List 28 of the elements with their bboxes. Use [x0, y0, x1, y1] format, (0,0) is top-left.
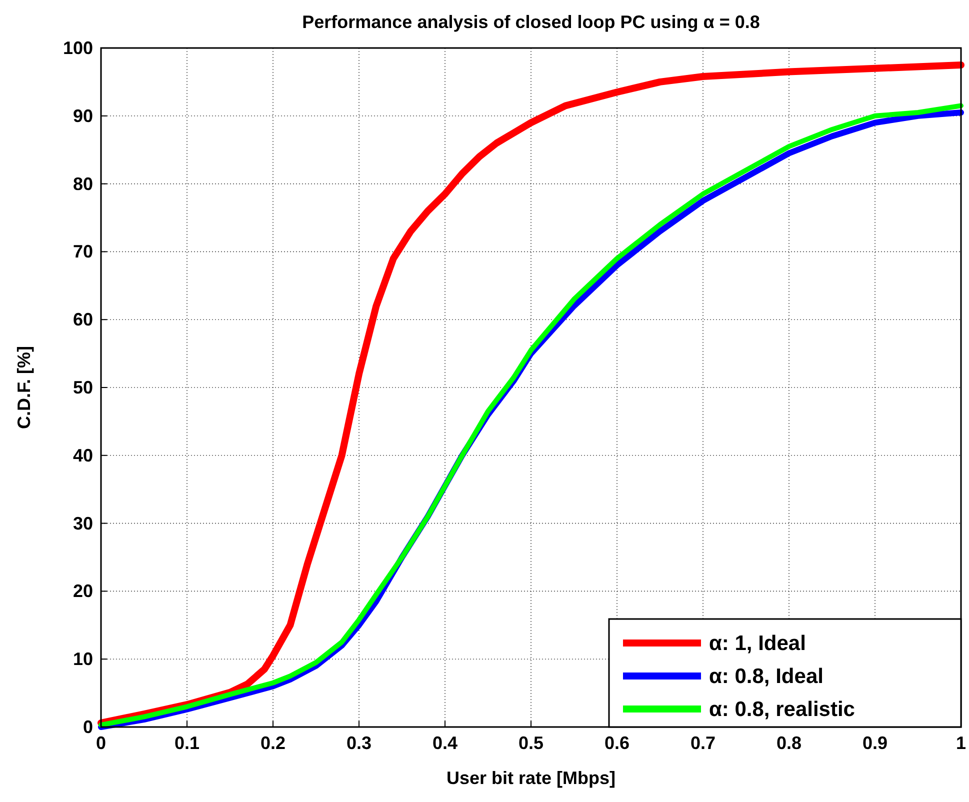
x-tick-label: 0.9 — [862, 733, 888, 753]
x-axis-title: User bit rate [Mbps] — [446, 768, 616, 788]
x-tick-label: 0.7 — [690, 733, 716, 753]
y-tick-label: 50 — [72, 378, 93, 398]
y-tick-label: 30 — [72, 513, 93, 534]
x-tick-label: 0 — [96, 733, 106, 753]
x-tick-label: 0.8 — [776, 733, 802, 753]
x-tick-label: 1 — [956, 733, 966, 753]
y-tick-label: 80 — [72, 174, 93, 194]
x-tick-label: 0.4 — [432, 733, 458, 753]
y-tick-label: 10 — [72, 649, 93, 670]
x-tick-label: 0.6 — [604, 733, 630, 753]
y-tick-label: 60 — [72, 310, 93, 330]
legend-label: α: 0.8, Ideal — [709, 665, 824, 688]
y-tick-label: 90 — [72, 106, 93, 126]
y-tick-label: 0 — [82, 717, 93, 737]
legend-label: α: 0.8, realistic — [709, 698, 856, 721]
legend-label: α: 1, Ideal — [709, 632, 806, 655]
x-tick-label: 0.2 — [260, 733, 286, 753]
x-tick-label: 0.1 — [174, 733, 200, 753]
x-tick-label: 0.3 — [346, 733, 372, 753]
y-tick-label: 40 — [72, 445, 93, 466]
y-axis-title: C.D.F. [%] — [14, 346, 34, 429]
y-tick-label: 70 — [72, 242, 93, 262]
chart-title: Performance analysis of closed loop PC using α = 0.8 — [302, 12, 760, 32]
y-tick-label: 100 — [62, 38, 93, 58]
x-tick-label: 0.5 — [518, 733, 544, 753]
y-tick-label: 20 — [72, 581, 93, 602]
